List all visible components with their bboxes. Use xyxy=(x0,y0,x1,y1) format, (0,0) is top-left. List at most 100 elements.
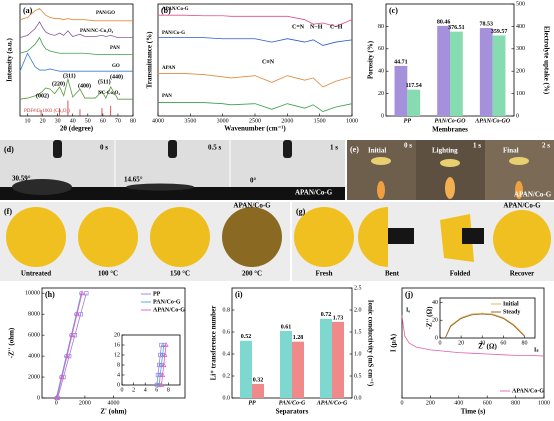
annotation: (440) xyxy=(110,73,123,80)
x-axis-label: Separators xyxy=(276,408,309,416)
marker xyxy=(79,290,85,296)
membrane xyxy=(294,207,354,267)
condition-label: 100 °C xyxy=(98,270,118,278)
x-tick-label: PP xyxy=(404,118,412,124)
droplet xyxy=(126,183,194,191)
x-tick-label: 20 xyxy=(40,118,46,124)
value-label: 44.71 xyxy=(394,59,408,65)
x-tick-label: 40 xyxy=(70,118,76,124)
x-tick-label: APAN/Co-G xyxy=(316,400,348,406)
value-label: 1.73 xyxy=(333,315,344,321)
marker xyxy=(54,395,60,400)
time-label: 2 s xyxy=(542,142,550,150)
value-label: 0.32 xyxy=(253,377,264,383)
connecting-line xyxy=(57,293,87,399)
panel-d: (d) 0 s 0.5 s 1 s 30.59° 14.65° 0° APAN/… xyxy=(0,140,345,200)
y2-tick-label: 100 xyxy=(516,91,525,97)
clip xyxy=(388,228,414,244)
annotation: (400) xyxy=(78,82,91,89)
panel-label: (e) xyxy=(350,145,359,154)
series-label: GO xyxy=(112,64,120,69)
line xyxy=(158,102,353,112)
needle xyxy=(53,140,62,158)
line xyxy=(158,73,353,88)
panel-label: (g) xyxy=(296,207,306,216)
x-axis-label: Membranes xyxy=(432,126,468,134)
y-tick-label: 16 xyxy=(114,342,120,348)
value-label: 78.53 xyxy=(480,21,494,27)
series-label: APAN xyxy=(162,66,176,71)
x-tick-label: 3000 xyxy=(217,118,229,124)
y-tick-label: 0 xyxy=(117,382,120,388)
value-label: 117.54 xyxy=(406,83,422,89)
panel-g: (g) Fresh Bent Folded Recover APAN/Co-G xyxy=(292,202,554,281)
x-tick-label: 40 xyxy=(479,340,485,346)
line xyxy=(158,14,353,27)
annotation: (002) xyxy=(36,92,49,99)
y-axis-label: -Z'' (ohm) xyxy=(8,327,16,358)
series-label: PAN/Co-G xyxy=(162,31,185,36)
y-tick-label: 0.4 xyxy=(223,351,231,357)
x-axis-label: Z' (ohm) xyxy=(100,408,127,416)
panel-label: (a) xyxy=(23,6,33,15)
y-tick-label: 4000 xyxy=(28,353,40,359)
plot-frame xyxy=(121,334,181,386)
bar xyxy=(407,89,421,116)
series-label: NC-Co₃O₄ xyxy=(98,91,120,96)
bar xyxy=(492,35,506,116)
y-tick-label: 12 xyxy=(114,352,120,358)
y-tick-label: 6000 xyxy=(28,333,40,339)
legend-label: Initial xyxy=(503,301,519,307)
plot-frame xyxy=(157,3,353,117)
y2-tick-label: 0.0 xyxy=(354,395,362,401)
y2-tick-label: 2.0 xyxy=(354,307,362,313)
x-tick-label: 600 xyxy=(483,400,492,406)
marker xyxy=(156,362,162,368)
series-label: PAN xyxy=(162,94,172,99)
state-label: Recover xyxy=(510,270,534,278)
connecting-line xyxy=(161,344,167,386)
panel-label: (i) xyxy=(235,290,243,299)
x-tick-label: 200 xyxy=(426,400,435,406)
flame xyxy=(515,181,523,199)
legend-label: PAN/Co-G xyxy=(153,299,181,305)
flame xyxy=(445,177,455,199)
angle-label: 14.65° xyxy=(124,176,143,184)
marker xyxy=(158,352,163,358)
x-tick-label: 400 xyxy=(454,400,463,406)
membrane-folded xyxy=(440,214,474,262)
x-tick-label: 80 xyxy=(130,118,136,124)
x-tick-label: 0 xyxy=(401,400,404,406)
y-tick-label: 0 xyxy=(435,335,438,341)
x-tick-label: 3500 xyxy=(184,118,196,124)
state-label: Bent xyxy=(385,270,400,278)
needle xyxy=(283,140,292,158)
y-axis-label: I (μA) xyxy=(390,333,398,352)
x-tick-label: 2000 xyxy=(281,118,293,124)
sample xyxy=(440,159,460,167)
x-tick-label: 4000 xyxy=(108,400,120,406)
time-label: 0 s xyxy=(404,142,412,150)
angle-label: 30.59° xyxy=(12,175,31,183)
legend-label: APAN/Co-G xyxy=(153,307,185,313)
y-tick-label: 20 xyxy=(378,91,384,97)
annotation: N−H xyxy=(310,24,323,30)
x-tick-label: APAN/Co-GO xyxy=(474,118,511,124)
x-tick-label: 1000 xyxy=(346,118,358,124)
condition-label: Untreated xyxy=(21,270,51,278)
needle xyxy=(168,140,177,158)
marker xyxy=(59,374,65,379)
bar xyxy=(479,28,493,116)
y-tick-label: 4 xyxy=(117,372,120,378)
y-tick-label: 2000 xyxy=(28,374,40,380)
panel-label: (f) xyxy=(4,207,12,216)
sample-label: APAN/Co-G xyxy=(503,202,541,210)
panel-label: (d) xyxy=(4,145,14,154)
x-tick-label: 8 xyxy=(167,387,170,393)
clip xyxy=(462,228,484,244)
annotation: C=N xyxy=(292,24,305,30)
sample xyxy=(509,157,529,165)
annotation: I₀ xyxy=(406,307,410,313)
y-axis-label: Porosity (%) xyxy=(367,40,375,79)
